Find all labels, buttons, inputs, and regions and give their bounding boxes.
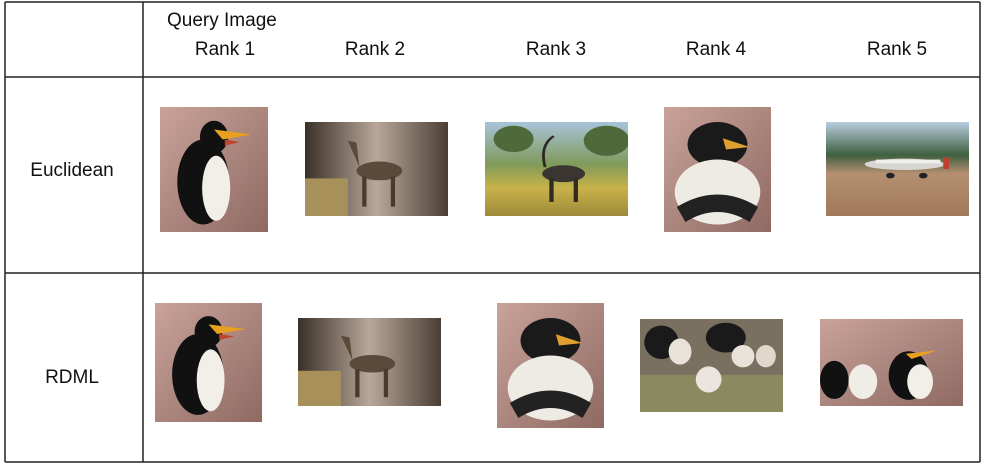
result-image <box>298 318 441 406</box>
result-image <box>160 107 268 232</box>
page: {"header": {"query_label": "Query Image"… <box>0 0 985 466</box>
rank-label: Rank 1 <box>195 39 255 60</box>
result-image <box>640 319 783 412</box>
result-image <box>485 122 629 216</box>
result-image <box>497 303 604 428</box>
query-label: Query Image <box>167 10 277 31</box>
row-label: Euclidean <box>30 160 113 181</box>
result-image <box>664 107 771 232</box>
result-image <box>826 122 969 216</box>
result-image <box>305 122 448 216</box>
rank-label: Rank 2 <box>345 39 405 60</box>
rank-label: Rank 4 <box>686 39 747 60</box>
result-image <box>155 303 262 422</box>
rank-label: Rank 5 <box>867 39 927 60</box>
row-label: RDML <box>45 367 99 388</box>
figure-table: Query Image Rank 1 Rank 2 Rank 3 Rank 4 … <box>0 0 985 466</box>
result-image <box>820 319 963 406</box>
rank-label: Rank 3 <box>526 39 586 60</box>
